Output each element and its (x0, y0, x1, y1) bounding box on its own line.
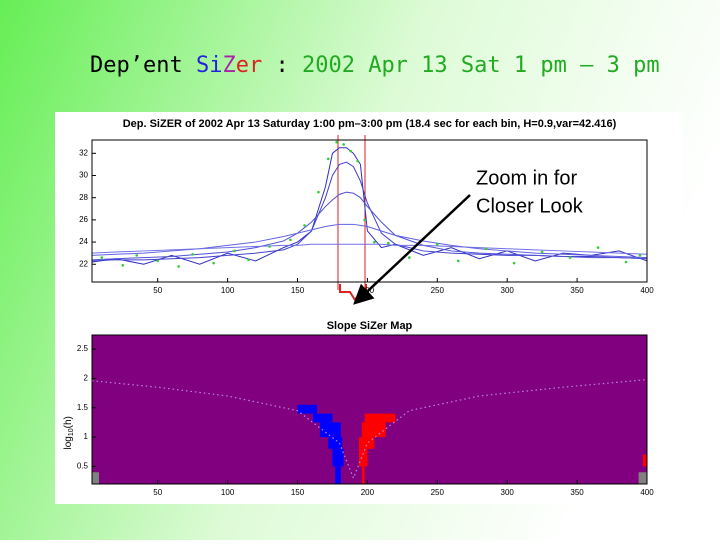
sizer-cell (364, 413, 396, 423)
y-label-part: (h) (63, 416, 74, 428)
data-point (349, 149, 352, 153)
x-tick-label: 400 (640, 488, 654, 497)
data-point (247, 258, 250, 262)
title-part: Z (222, 53, 235, 78)
smooth-line (91, 223, 648, 259)
title-part: Dep’ent (90, 53, 196, 78)
data-point (156, 259, 160, 263)
title-part: : (262, 53, 302, 78)
annotation: Closer Look (476, 195, 584, 217)
y-tick-label: 0.5 (77, 462, 89, 471)
data-point (408, 256, 411, 259)
data-point (326, 157, 330, 161)
y-label-part: 10 (68, 428, 75, 436)
x-tick-label: 300 (501, 286, 515, 295)
data-point (303, 224, 306, 227)
sizer-cell (319, 422, 341, 438)
smooth-line (91, 243, 648, 255)
data-point (484, 247, 488, 251)
y-tick-label: 1 (84, 432, 89, 441)
title-part: er (236, 53, 263, 78)
slide-title: Dep’ent SiZer : 2002 Apr 13 Sat 1 pm – 3… (90, 53, 660, 78)
sizer-cell (359, 448, 368, 467)
data-point (568, 256, 572, 259)
title-part: Si (196, 53, 223, 78)
data-point (335, 140, 338, 144)
y-tick-label: 1.5 (77, 403, 89, 412)
data-point (135, 254, 139, 257)
data-point (342, 143, 345, 146)
y-tick-label: 24 (79, 237, 88, 246)
axes-frame (91, 139, 648, 283)
y-tick-label: 22 (79, 259, 88, 268)
x-tick-label: 300 (501, 488, 515, 497)
x-tick-label: 150 (291, 488, 305, 497)
window-curve (91, 378, 648, 480)
data-point (596, 246, 600, 249)
data-point (387, 241, 390, 245)
sizer-cell (359, 437, 375, 449)
data-point (289, 238, 292, 242)
sizer-cell (332, 448, 344, 467)
data-point (436, 242, 439, 246)
chart-title: Dep. SiZER of 2002 Apr 13 Saturday 1:00 … (123, 118, 617, 130)
data-point (624, 260, 628, 264)
y-label-part: log (63, 436, 74, 449)
sizer-cell (642, 454, 647, 467)
data-point (233, 249, 236, 253)
map-background (92, 335, 647, 484)
y-tick-label: 28 (79, 193, 88, 202)
x-tick-label: 200 (361, 488, 375, 497)
arrow (353, 194, 471, 305)
y-tick-label: 2.5 (77, 344, 89, 353)
data-point (356, 159, 359, 163)
sizer-cell (328, 437, 343, 449)
y-axis-label: log10(h) (63, 416, 75, 449)
x-tick-label: 100 (221, 286, 235, 295)
x-tick-label: 50 (153, 286, 162, 295)
data-point (373, 240, 376, 244)
data-point (638, 254, 642, 257)
title-part: 2002 Apr 13 Sat 1 pm – 3 pm (302, 53, 660, 78)
sizer-cell (361, 466, 365, 484)
sizer-cell (638, 472, 647, 484)
data-point (317, 190, 320, 194)
data-point (177, 265, 180, 268)
sizer-cell (297, 404, 318, 414)
x-tick-label: 350 (570, 286, 584, 295)
data-point (191, 252, 194, 256)
sizer-cell (92, 472, 99, 484)
chart-title: Slope SiZer Map (327, 320, 413, 332)
annotation: Zoom in for (476, 167, 577, 189)
x-tick-label: 100 (221, 488, 235, 497)
data-point (100, 256, 104, 259)
sizer-cell (361, 422, 386, 438)
sizer-cell (335, 466, 341, 484)
y-tick-label: 30 (79, 171, 88, 180)
x-tick-label: 50 (153, 488, 162, 497)
data-point (212, 261, 215, 265)
smooth-line (91, 191, 648, 261)
sizer-cell (312, 413, 333, 423)
x-tick-label: 250 (431, 286, 445, 295)
data-point (363, 218, 366, 222)
y-tick-label: 32 (79, 148, 88, 157)
data-point (512, 261, 516, 265)
x-tick-label: 250 (431, 488, 445, 497)
smooth-line (91, 161, 648, 262)
y-tick-label: 2 (84, 374, 89, 383)
data-point (268, 245, 271, 248)
x-tick-label: 350 (570, 488, 584, 497)
axes-frame (91, 334, 648, 485)
data-point (121, 264, 125, 267)
y-tick-label: 26 (79, 215, 88, 224)
x-tick-label: 400 (640, 286, 654, 295)
data-point (540, 250, 544, 254)
data-point (456, 259, 460, 263)
x-tick-label: 150 (291, 286, 305, 295)
